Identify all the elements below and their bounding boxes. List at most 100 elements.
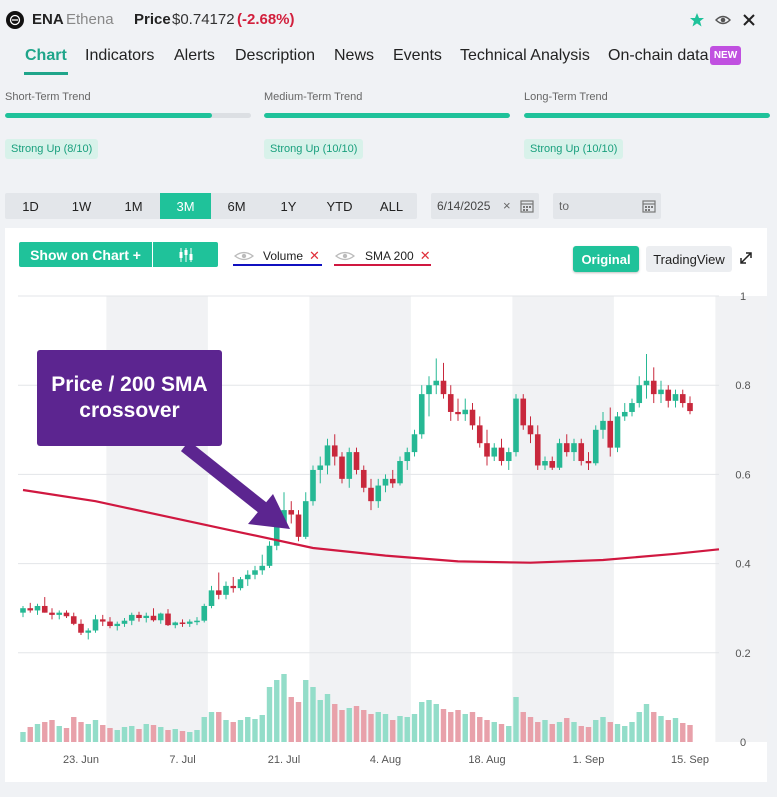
volume-bar bbox=[27, 727, 33, 742]
eye-icon[interactable] bbox=[713, 10, 733, 30]
volume-indicator-chip[interactable]: Volume ✕ bbox=[234, 245, 320, 267]
medium-term-trend-label: Medium-Term Trend bbox=[264, 91, 363, 103]
tab-alerts[interactable]: Alerts bbox=[174, 47, 215, 64]
range-all-button[interactable]: ALL bbox=[379, 198, 404, 214]
volume-bar bbox=[129, 726, 135, 742]
candle-body bbox=[433, 380, 440, 386]
volume-bar bbox=[92, 720, 99, 742]
candle-body bbox=[520, 398, 527, 426]
candle-body bbox=[542, 461, 548, 466]
volume-bar bbox=[397, 716, 403, 742]
clear-date-icon[interactable]: × bbox=[503, 198, 511, 213]
candlestick-type-button[interactable] bbox=[153, 242, 218, 267]
calendar-icon[interactable] bbox=[520, 199, 534, 213]
candle-body bbox=[201, 605, 208, 621]
calendar-icon[interactable] bbox=[642, 199, 656, 213]
candle-body bbox=[534, 434, 541, 466]
price-label: Price bbox=[134, 11, 171, 28]
range-6m-button[interactable]: 6M bbox=[227, 198, 246, 214]
volume-bar bbox=[578, 726, 584, 742]
range-1y-button[interactable]: 1Y bbox=[280, 198, 297, 214]
candle-body bbox=[128, 614, 135, 621]
tradingview-button[interactable]: TradingView bbox=[646, 246, 732, 272]
candle-body bbox=[650, 380, 657, 395]
volume-line-sample bbox=[233, 264, 322, 266]
volume-bar bbox=[288, 697, 294, 742]
candle-body bbox=[636, 385, 643, 404]
remove-volume-icon[interactable]: ✕ bbox=[309, 248, 320, 263]
volume-bar bbox=[346, 708, 352, 742]
candle-body bbox=[592, 429, 599, 464]
tab-news[interactable]: News bbox=[334, 47, 375, 64]
date-from-value: 6/14/2025 bbox=[437, 199, 491, 213]
volume-bar bbox=[150, 725, 157, 742]
tab-events[interactable]: Events bbox=[393, 47, 442, 64]
candle-body bbox=[288, 510, 295, 515]
date-from-field[interactable]: 6/14/2025 × bbox=[431, 193, 539, 219]
candle-body bbox=[672, 394, 679, 401]
volume-bar bbox=[622, 726, 628, 742]
candle-body bbox=[121, 620, 128, 624]
original-chart-button[interactable]: Original bbox=[573, 246, 639, 272]
volume-bar bbox=[636, 712, 642, 742]
tab-technical-analysis[interactable]: Technical Analysis bbox=[460, 47, 590, 64]
candle-body bbox=[281, 510, 287, 524]
candle-body bbox=[687, 403, 693, 412]
volume-bar bbox=[114, 730, 120, 742]
volume-bar bbox=[462, 714, 468, 742]
range-1d-button[interactable]: 1D bbox=[22, 198, 39, 214]
price-chart[interactable]: 1 0.8 0.6 0.4 0.2 0 23. Jun 7. Jul 21. Jul 4. Aug… bbox=[5, 228, 767, 782]
sma-indicator-chip[interactable]: SMA 200 ✕ bbox=[335, 245, 431, 267]
tab-on-chain-data[interactable]: On-chain data bbox=[608, 47, 709, 64]
volume-bar bbox=[63, 728, 70, 742]
tab-description[interactable]: Description bbox=[235, 47, 316, 64]
volume-bar bbox=[274, 680, 280, 742]
sma-200-line bbox=[22, 488, 720, 564]
range-1m-button[interactable]: 1M bbox=[124, 198, 143, 214]
expand-icon[interactable] bbox=[738, 250, 754, 266]
range-1w-button[interactable]: 1W bbox=[71, 198, 92, 214]
candle-body bbox=[20, 608, 26, 613]
close-icon[interactable] bbox=[739, 10, 759, 30]
date-to-field[interactable]: to bbox=[553, 193, 661, 219]
candle-body bbox=[85, 630, 92, 633]
candle-body bbox=[411, 434, 418, 453]
volume-bar bbox=[542, 720, 548, 742]
volume-bar bbox=[245, 717, 251, 742]
candle-body bbox=[78, 623, 84, 633]
candle-body bbox=[63, 612, 70, 617]
volume-bar bbox=[100, 725, 106, 742]
star-icon[interactable] bbox=[687, 10, 707, 30]
candle-body bbox=[578, 443, 585, 462]
candle-body bbox=[418, 394, 425, 435]
volume-bar bbox=[535, 722, 541, 742]
remove-sma-icon[interactable]: ✕ bbox=[419, 248, 431, 263]
candle-body bbox=[49, 612, 55, 615]
candle-body bbox=[172, 622, 179, 626]
show-on-chart-button[interactable]: Show on Chart + bbox=[19, 242, 152, 267]
volume-bar bbox=[361, 710, 367, 742]
eye-icon[interactable] bbox=[234, 250, 254, 262]
volume-bar bbox=[324, 694, 331, 742]
range-3m-button[interactable]: 3M bbox=[160, 193, 211, 219]
volume-bar bbox=[440, 709, 447, 742]
volume-bar bbox=[411, 714, 418, 742]
range-ytd-button[interactable]: YTD bbox=[326, 198, 353, 214]
eye-icon[interactable] bbox=[335, 250, 355, 262]
active-tab-indicator bbox=[24, 72, 68, 75]
week-band bbox=[309, 296, 411, 742]
chart-panel: 1 0.8 0.6 0.4 0.2 0 23. Jun 7. Jul 21. Jul 4. Aug… bbox=[5, 228, 767, 782]
volume-bar bbox=[194, 730, 200, 742]
volume-bar bbox=[56, 726, 62, 742]
volume-bar bbox=[310, 687, 316, 742]
volume-bar bbox=[585, 727, 592, 742]
volume-bar bbox=[455, 710, 461, 742]
tab-indicators[interactable]: Indicators bbox=[85, 47, 155, 64]
volume-bar bbox=[607, 722, 613, 742]
candle-body bbox=[157, 613, 164, 621]
tab-chart[interactable]: Chart bbox=[25, 47, 67, 64]
date-to-placeholder: to bbox=[559, 199, 570, 213]
candle-body bbox=[389, 478, 396, 484]
candle-body bbox=[215, 590, 222, 595]
volume-bar bbox=[419, 702, 425, 742]
